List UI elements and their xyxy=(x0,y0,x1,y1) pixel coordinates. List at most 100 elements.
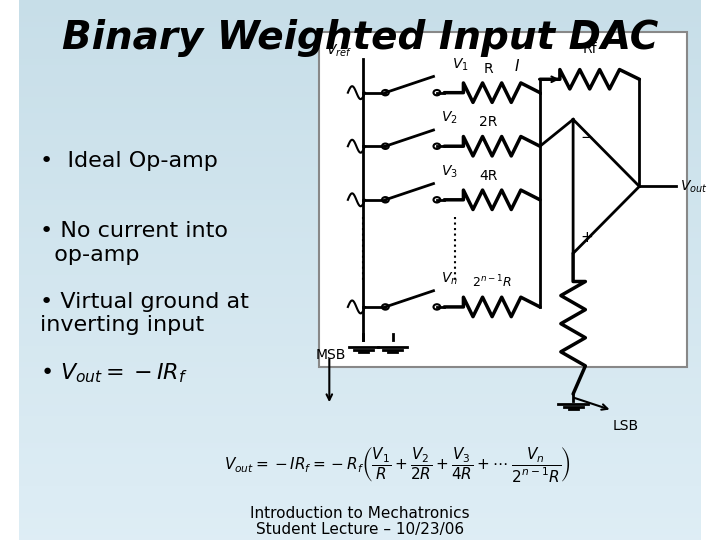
Bar xyxy=(19,329,701,335)
Bar xyxy=(19,59,701,65)
Bar xyxy=(19,367,701,373)
Bar xyxy=(19,124,701,130)
Bar xyxy=(19,151,701,157)
Bar xyxy=(19,410,701,416)
Text: $V_3$: $V_3$ xyxy=(441,163,457,180)
Bar xyxy=(19,130,701,135)
Bar xyxy=(19,513,701,518)
Bar xyxy=(19,362,701,367)
Bar xyxy=(19,373,701,378)
Bar xyxy=(19,497,701,502)
Bar xyxy=(19,470,701,475)
Bar xyxy=(19,38,701,43)
Bar xyxy=(19,254,701,259)
Bar xyxy=(19,389,701,394)
Bar xyxy=(19,81,701,86)
Bar xyxy=(19,259,701,265)
Bar xyxy=(19,227,701,232)
Bar xyxy=(19,49,701,54)
Bar xyxy=(19,119,701,124)
Bar xyxy=(19,378,701,383)
Bar xyxy=(19,275,701,281)
Bar xyxy=(19,27,701,32)
Bar xyxy=(19,184,701,189)
Bar xyxy=(19,113,701,119)
Bar xyxy=(19,76,701,81)
Bar xyxy=(19,200,701,205)
Text: Introduction to Mechatronics: Introduction to Mechatronics xyxy=(250,505,470,521)
Text: LSB: LSB xyxy=(612,418,639,433)
Bar xyxy=(19,454,701,459)
Text: 2R: 2R xyxy=(480,116,498,130)
Text: 4R: 4R xyxy=(480,169,498,183)
Bar xyxy=(19,0,701,5)
Text: •  Ideal Op-amp: • Ideal Op-amp xyxy=(40,151,217,171)
Bar xyxy=(19,481,701,486)
Bar xyxy=(19,248,701,254)
Bar xyxy=(19,108,701,113)
Bar xyxy=(19,189,701,194)
Bar xyxy=(19,205,701,211)
Text: Binary Weighted Input DAC: Binary Weighted Input DAC xyxy=(62,19,658,57)
Bar xyxy=(19,432,701,437)
Bar xyxy=(19,346,701,351)
Bar xyxy=(19,486,701,491)
Bar xyxy=(19,97,701,103)
Bar xyxy=(19,475,701,481)
Bar xyxy=(19,400,701,405)
Bar xyxy=(19,54,701,59)
Bar xyxy=(19,427,701,432)
Bar xyxy=(19,324,701,329)
Bar xyxy=(19,394,701,400)
Bar xyxy=(19,22,701,27)
Text: $V_2$: $V_2$ xyxy=(441,110,457,126)
Text: • No current into
  op-amp: • No current into op-amp xyxy=(40,221,228,265)
Bar xyxy=(19,421,701,427)
Bar xyxy=(19,524,701,529)
Bar xyxy=(19,405,701,410)
Bar xyxy=(19,351,701,356)
Bar xyxy=(19,16,701,22)
Bar xyxy=(19,302,701,308)
Bar xyxy=(19,319,701,324)
Bar xyxy=(19,162,701,167)
Bar xyxy=(19,11,701,16)
Text: $+$: $+$ xyxy=(580,230,593,245)
Text: • $V_{out}= -IR_f$: • $V_{out}= -IR_f$ xyxy=(40,362,187,386)
Bar xyxy=(19,43,701,49)
Bar xyxy=(19,335,701,340)
Bar xyxy=(19,459,701,464)
Bar xyxy=(19,194,701,200)
Text: $V_1$: $V_1$ xyxy=(451,56,469,72)
Bar xyxy=(19,173,701,178)
Bar xyxy=(19,70,701,76)
Bar xyxy=(19,270,701,275)
Text: • Virtual ground at
inverting input: • Virtual ground at inverting input xyxy=(40,292,248,335)
Text: $V_{out} = -IR_f = -R_f\left(\dfrac{V_1}{R}+\dfrac{V_2}{2R}+\dfrac{V_3}{4R}+\cdo: $V_{out} = -IR_f = -R_f\left(\dfrac{V_1}… xyxy=(224,445,571,484)
Bar xyxy=(19,92,701,97)
Bar xyxy=(19,297,701,302)
Text: $V_{ref}$: $V_{ref}$ xyxy=(326,43,353,59)
Bar xyxy=(19,86,701,92)
Bar xyxy=(19,211,701,216)
Bar xyxy=(19,65,701,70)
Text: MSB: MSB xyxy=(315,348,346,362)
Bar xyxy=(19,103,701,108)
Bar xyxy=(19,146,701,151)
Text: $V_{out}$: $V_{out}$ xyxy=(680,178,708,194)
Text: R: R xyxy=(484,62,493,76)
Bar xyxy=(19,221,701,227)
Bar xyxy=(19,286,701,292)
Bar xyxy=(19,535,701,540)
Bar xyxy=(19,265,701,270)
Bar xyxy=(19,491,701,497)
Bar xyxy=(19,292,701,297)
Bar xyxy=(19,508,701,513)
Bar xyxy=(19,340,701,346)
Bar xyxy=(19,135,701,140)
Text: $I$: $I$ xyxy=(514,58,521,74)
FancyBboxPatch shape xyxy=(319,32,687,367)
Bar xyxy=(19,448,701,454)
Bar xyxy=(19,216,701,221)
Bar xyxy=(19,5,701,11)
